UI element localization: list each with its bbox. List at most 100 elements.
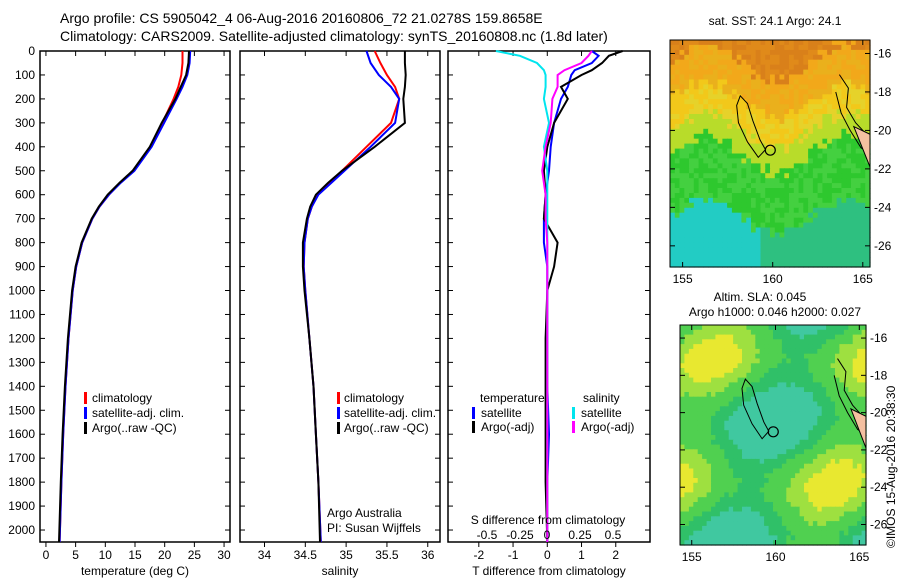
- map-cell: [697, 430, 703, 436]
- map-cell: [755, 377, 761, 383]
- map-cell: [817, 521, 823, 527]
- map-cell: [711, 492, 716, 498]
- map-cell: [793, 158, 800, 164]
- map-cell: [736, 153, 743, 159]
- map-cell: [851, 119, 857, 125]
- map-cell: [795, 368, 801, 374]
- map-cell: [755, 188, 762, 194]
- map-cell: [717, 148, 723, 155]
- x-tick-label: -1: [508, 548, 519, 562]
- map-cell: [790, 482, 796, 489]
- map-cell: [702, 487, 708, 493]
- map-cell: [826, 430, 832, 436]
- map-cell: [728, 372, 734, 379]
- map-cell: [724, 449, 730, 455]
- map-cell: [812, 163, 819, 169]
- map-cell: [755, 257, 762, 263]
- map-cell: [821, 468, 827, 474]
- map-cell: [697, 449, 703, 455]
- map-cell: [786, 482, 792, 489]
- map-cell: [750, 458, 756, 465]
- map-cell: [789, 54, 795, 61]
- map-cell: [793, 188, 800, 194]
- map-cell: [697, 329, 703, 336]
- map-cell: [702, 401, 708, 407]
- map-cell: [684, 334, 690, 340]
- map-cell: [793, 237, 800, 243]
- map-cell: [706, 425, 712, 431]
- map-cell: [728, 516, 734, 522]
- map-cell: [750, 506, 756, 513]
- map-cell: [808, 207, 814, 214]
- map-cell: [684, 387, 690, 393]
- map-cell: [719, 506, 725, 513]
- title-line-1: Argo profile: CS 5905042_4 06-Aug-2016 2…: [60, 10, 543, 26]
- lat-tick-label: -18: [870, 368, 888, 382]
- map-cell: [817, 49, 823, 56]
- map-cell: [737, 525, 743, 532]
- map-cell: [855, 252, 862, 258]
- map-cell: [750, 463, 756, 470]
- map-cell: [693, 482, 699, 489]
- map-cell: [843, 368, 849, 374]
- map-cell: [768, 368, 774, 374]
- map-cell: [698, 222, 704, 229]
- map-cell: [684, 358, 690, 364]
- map-cell: [835, 525, 840, 532]
- map-cell: [693, 473, 699, 479]
- map-cell: [812, 492, 818, 498]
- map-cell: [808, 49, 814, 56]
- map-cell: [746, 153, 752, 159]
- map-cell: [702, 506, 708, 513]
- map-cell: [861, 334, 867, 340]
- map-cell: [777, 339, 783, 345]
- map-cell: [831, 128, 838, 135]
- map-cell: [741, 114, 747, 120]
- map-cell: [773, 430, 778, 436]
- map-cell: [770, 242, 776, 248]
- map-cell: [793, 84, 800, 90]
- map-cell: [759, 339, 765, 345]
- map-cell: [708, 109, 714, 115]
- map-cell: [830, 463, 836, 470]
- map-cell: [808, 148, 814, 155]
- map-cell: [817, 525, 823, 532]
- map-cell: [822, 193, 828, 199]
- map-cell: [836, 109, 843, 115]
- secondary-tick-label: 0.5: [605, 528, 622, 542]
- map-cell: [817, 454, 823, 460]
- map-cell: [741, 99, 747, 105]
- legend-title: temperature: [480, 391, 545, 405]
- map-cell: [684, 502, 690, 508]
- map-cell: [765, 207, 771, 214]
- map-cell: [680, 454, 685, 460]
- map-cell: [803, 128, 809, 135]
- map-cell: [790, 406, 796, 412]
- x-tick-label: 25: [188, 548, 202, 562]
- map-cell: [808, 329, 814, 336]
- map-cell: [857, 406, 863, 412]
- map-cell: [793, 153, 800, 159]
- map-cell: [684, 207, 690, 214]
- map-cell: [779, 188, 785, 194]
- map-cell: [821, 387, 827, 393]
- map-cell: [790, 478, 796, 484]
- map-cell: [789, 193, 795, 199]
- map-cell: [827, 207, 833, 214]
- map-cell: [684, 377, 690, 383]
- map-cell: [684, 473, 690, 479]
- map-cell: [680, 473, 685, 479]
- map-cell: [706, 497, 712, 503]
- map-cell: [799, 401, 805, 407]
- map-cell: [746, 387, 752, 393]
- map-cell: [741, 79, 747, 85]
- map-cell: [746, 222, 752, 229]
- map-cell: [711, 420, 716, 427]
- map-cell: [760, 217, 766, 224]
- map-cell: [693, 138, 700, 145]
- map-cell: [698, 123, 704, 130]
- map-cell: [737, 344, 743, 350]
- map-cell: [835, 458, 840, 465]
- map-cell: [759, 521, 765, 527]
- map-cell: [835, 468, 840, 474]
